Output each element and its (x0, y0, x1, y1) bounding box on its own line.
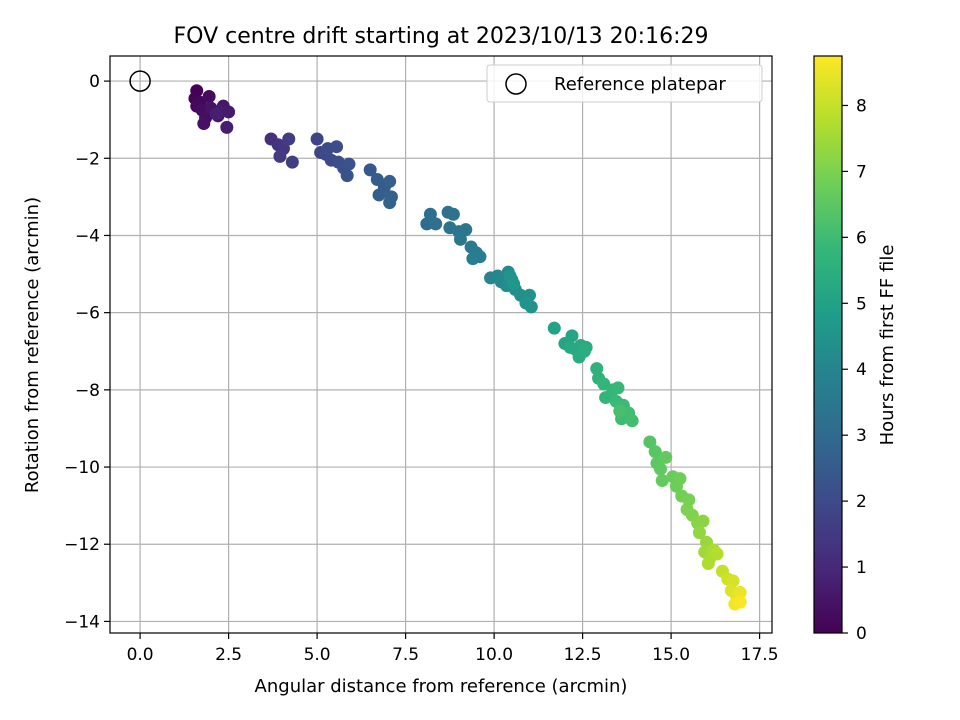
y-tick-label: −14 (64, 612, 100, 632)
data-point (519, 296, 533, 310)
x-axis-ticks: 0.0 2.5 5.0 7.5 10.0 12.5 15.0 17.5 (127, 633, 779, 665)
x-tick-label: 10.0 (475, 645, 513, 665)
data-point (673, 472, 687, 486)
data-point (701, 557, 715, 571)
y-tick-label: −8 (75, 381, 100, 401)
data-point (383, 196, 397, 210)
data-point (453, 232, 467, 246)
data-point (459, 223, 473, 237)
colorbar-tick-label: 0 (856, 624, 867, 644)
data-point (625, 414, 639, 428)
x-axis-label: Angular distance from reference (arcmin) (255, 676, 628, 697)
data-point (282, 132, 296, 146)
data-point (446, 207, 460, 221)
data-point (655, 474, 669, 488)
legend-marker-open-circle (505, 73, 527, 95)
data-point (659, 450, 673, 464)
data-point (696, 514, 710, 528)
y-tick-label: −2 (75, 149, 100, 169)
data-points (188, 84, 747, 611)
data-point (611, 381, 625, 395)
colorbar-gradient (814, 56, 842, 633)
x-tick-label: 12.5 (564, 645, 602, 665)
colorbar-label: Hours from first FF file (877, 245, 898, 446)
legend: Reference platepar (486, 64, 763, 103)
data-point (466, 252, 480, 266)
colorbar-tick-label: 2 (856, 492, 867, 512)
legend-label: Reference platepar (554, 74, 726, 95)
colorbar: 0 1 2 3 4 5 6 7 8 Hours from first FF file (813, 55, 898, 644)
data-point (310, 132, 324, 146)
colorbar-tick-label: 6 (856, 228, 867, 248)
data-point (340, 169, 354, 183)
legend-box (486, 64, 763, 103)
y-tick-label: −10 (64, 458, 100, 478)
data-point (648, 445, 662, 459)
data-point (726, 574, 740, 588)
data-point (209, 107, 223, 121)
x-tick-label: 0.0 (127, 645, 154, 665)
x-tick-label: 2.5 (215, 645, 242, 665)
data-point (565, 329, 579, 343)
colorbar-tick-label: 1 (856, 558, 867, 578)
data-point (577, 344, 591, 358)
data-point (682, 493, 696, 507)
reference-marker (129, 70, 151, 92)
data-point (423, 207, 437, 221)
data-point (613, 404, 627, 418)
colorbar-frame (813, 55, 843, 634)
colorbar-tick-label: 4 (856, 360, 867, 380)
data-point (342, 157, 356, 171)
x-tick-label: 5.0 (304, 645, 331, 665)
data-point (222, 105, 236, 119)
reference-platepar-marker (129, 70, 151, 92)
chart-title: FOV centre drift starting at 2023/10/13 … (174, 24, 709, 49)
colorbar-ticks: 0 1 2 3 4 5 6 7 8 (842, 96, 867, 644)
data-point (710, 547, 724, 561)
data-point (563, 340, 577, 354)
y-tick-label: 0 (89, 72, 100, 92)
data-point (733, 585, 747, 599)
y-tick-label: −4 (75, 226, 100, 246)
data-point (220, 120, 234, 134)
data-point (692, 526, 706, 540)
colorbar-tick-label: 7 (856, 162, 867, 182)
data-point (590, 362, 604, 376)
data-point (429, 217, 443, 231)
plot-frame (109, 55, 773, 634)
x-tick-label: 17.5 (741, 645, 779, 665)
data-point (273, 149, 287, 163)
data-point (653, 462, 667, 476)
data-point (507, 277, 521, 291)
colorbar-tick-label: 3 (856, 426, 867, 446)
data-point (733, 595, 747, 609)
data-point (202, 90, 216, 104)
colorbar-tick-label: 8 (856, 96, 867, 116)
data-point (643, 435, 657, 449)
data-point (330, 140, 344, 154)
colorbar-tick-label: 5 (856, 294, 867, 314)
x-tick-label: 15.0 (652, 645, 690, 665)
x-tick-label: 7.5 (392, 645, 419, 665)
data-point (285, 155, 299, 169)
y-tick-label: −6 (75, 304, 100, 324)
data-point (372, 188, 386, 202)
data-point (547, 321, 561, 335)
data-point (383, 174, 397, 188)
data-point (363, 163, 377, 177)
y-tick-label: −12 (64, 535, 100, 555)
y-axis-ticks: 0 −2 −4 −6 −8 −10 −12 −14 (64, 72, 110, 632)
data-point (197, 117, 211, 131)
y-axis-label: Rotation from reference (arcmin) (22, 197, 43, 493)
